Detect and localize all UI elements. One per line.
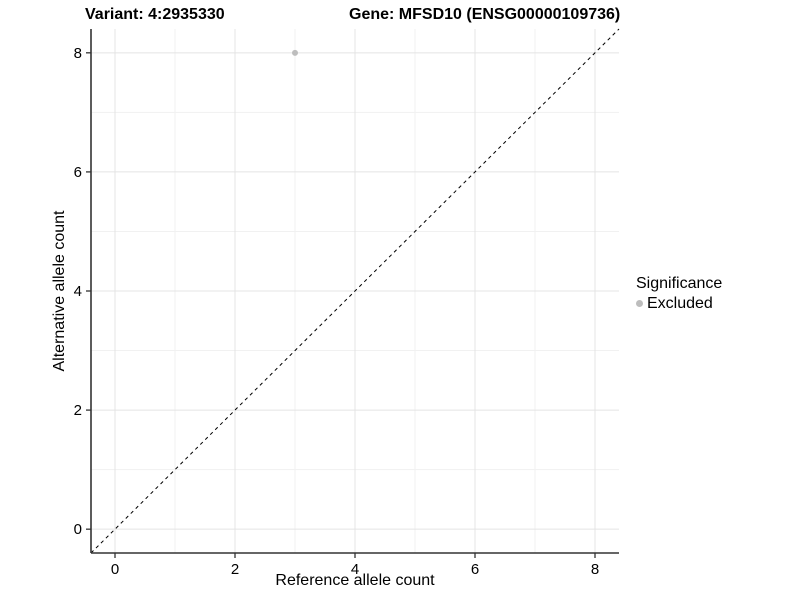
x-tick-label: 8 [591, 561, 599, 578]
x-tick-label: 2 [231, 561, 239, 578]
legend-item-label: Excluded [647, 295, 713, 312]
x-axis-title: Reference allele count [275, 572, 435, 589]
y-tick-label: 8 [74, 45, 82, 62]
legend: Significance Excluded [636, 274, 722, 313]
identity-line [90, 28, 620, 554]
data-point-excluded [292, 49, 298, 56]
x-tick-label: 0 [111, 561, 119, 578]
y-tick-label: 0 [74, 521, 82, 538]
y-tick-label: 4 [74, 283, 82, 300]
legend-item-excluded: Excluded [636, 294, 722, 313]
y-axis-title: Alternative allele count [51, 210, 68, 372]
x-tick-label: 6 [471, 561, 479, 578]
plot-title-gene: Gene: MFSD10 (ENSG00000109736) [349, 6, 621, 23]
excluded-point-swatch [636, 300, 643, 307]
x-tick-label: 4 [351, 561, 359, 578]
legend-title: Significance [636, 275, 723, 292]
plot-title-variant: Variant: 4:2935330 [85, 6, 225, 23]
y-tick-label: 6 [74, 164, 82, 181]
y-tick-label: 2 [74, 402, 82, 419]
